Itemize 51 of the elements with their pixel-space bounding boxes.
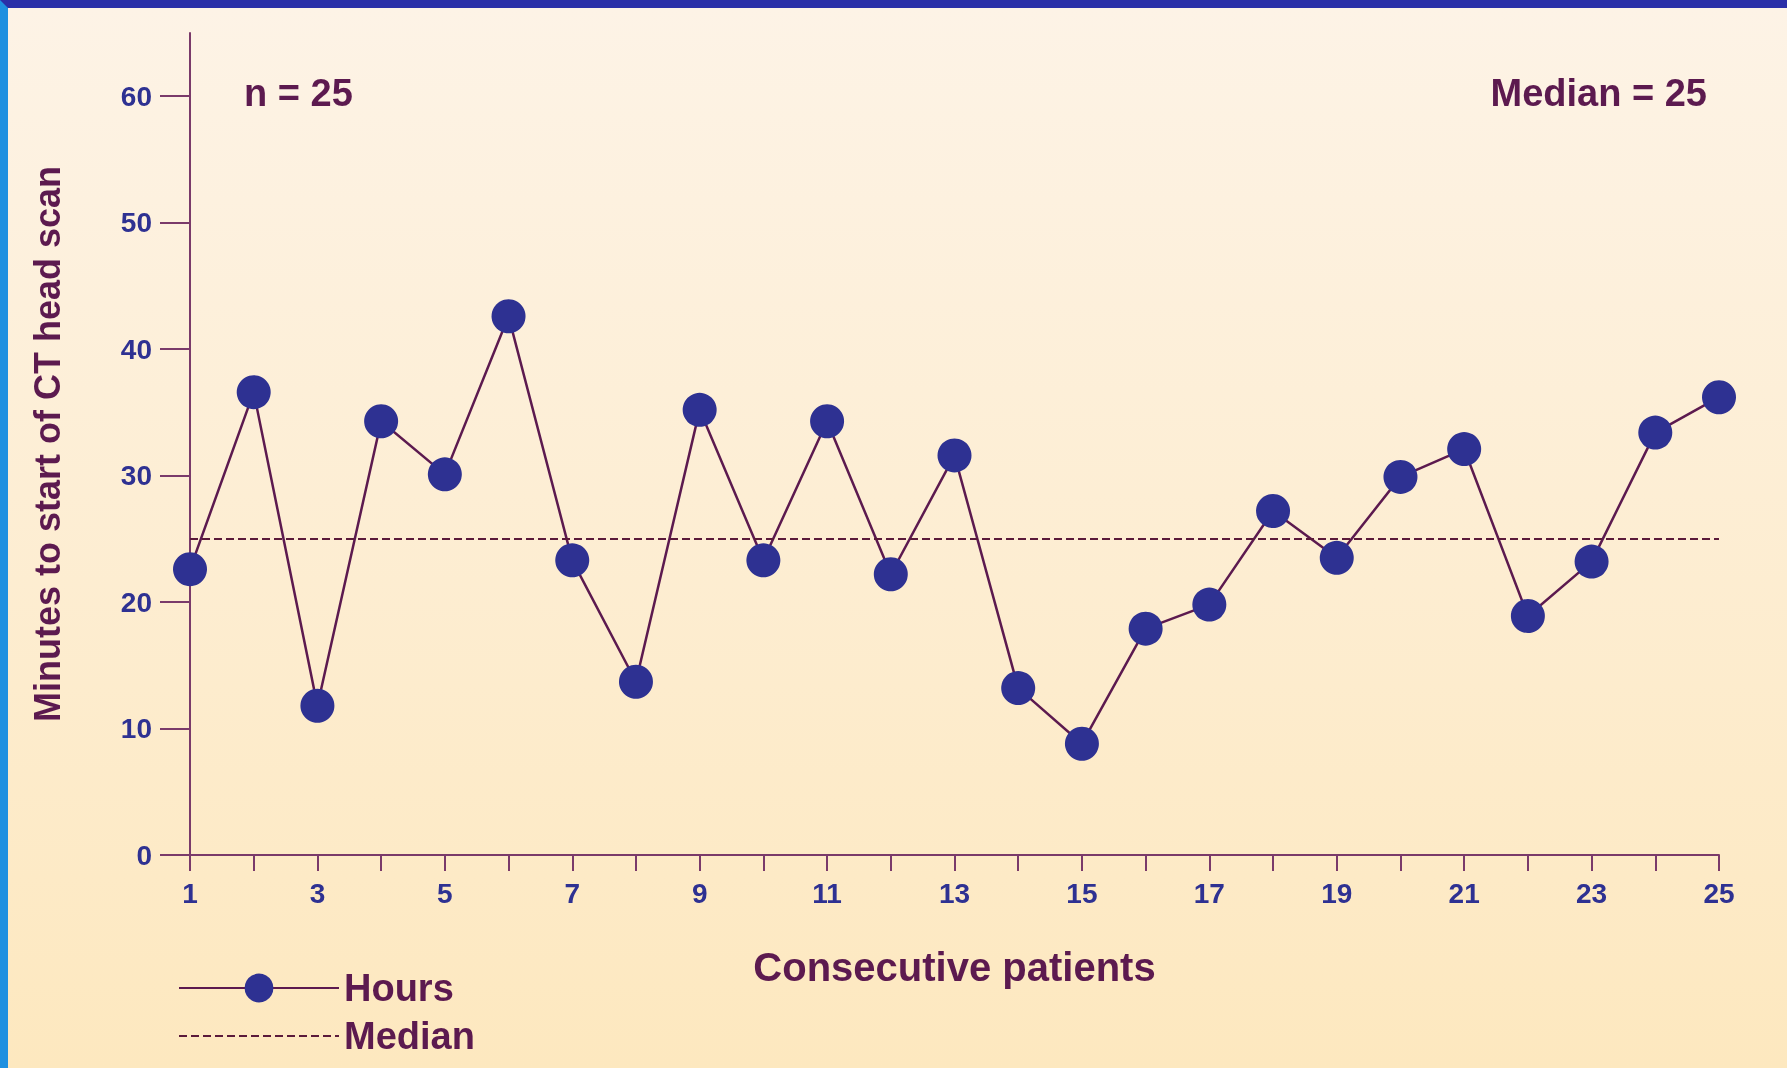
point (618, 664, 653, 699)
y-tick-label: 10 (120, 713, 152, 745)
point (873, 557, 908, 592)
point (1128, 611, 1163, 646)
legend-label: Hours (344, 967, 454, 1009)
point (364, 404, 399, 439)
point (173, 552, 207, 587)
point (1447, 432, 1482, 467)
x-tick-label: 23 (1576, 877, 1608, 909)
y-tick-label: 40 (120, 333, 152, 365)
point (682, 392, 717, 427)
point (427, 457, 462, 492)
x-tick-label: 3 (309, 877, 326, 909)
point (1702, 380, 1736, 415)
x-tick-label: 25 (1703, 877, 1735, 909)
point (300, 688, 335, 723)
point (1064, 726, 1099, 761)
x-tick-label: 7 (564, 877, 581, 909)
x-tick-label: 5 (437, 877, 453, 909)
point (1192, 587, 1227, 622)
point (1638, 415, 1673, 450)
point (937, 438, 972, 473)
annotation: n = 25 (244, 72, 353, 114)
x-tick-label: 21 (1448, 877, 1480, 909)
x-tick-label: 9 (691, 877, 708, 909)
y-tick-label: 0 (136, 839, 152, 871)
x-tick-label: 17 (1193, 877, 1225, 909)
point (555, 543, 590, 578)
point (1510, 599, 1545, 633)
point (491, 299, 526, 334)
x-tick-label: 15 (1066, 877, 1098, 909)
legend-label: Median (344, 1015, 475, 1057)
x-tick-label: 11 (812, 877, 842, 909)
y-axis-title: Minutes to start of CT head scan (26, 165, 68, 723)
y-tick-label: 50 (120, 207, 152, 239)
point (1574, 544, 1609, 579)
point (746, 543, 781, 578)
y-tick-label: 60 (120, 80, 152, 112)
point (1383, 459, 1418, 494)
point (1319, 540, 1354, 575)
x-tick-label: 13 (938, 877, 971, 909)
x-tick-label: 1 (182, 877, 198, 909)
point (1256, 494, 1291, 529)
y-tick-label: 20 (120, 586, 152, 618)
point (810, 404, 845, 439)
x-tick-label: 19 (1321, 877, 1353, 909)
x-axis-title: Consecutive patients (753, 945, 1156, 989)
point (1001, 671, 1036, 706)
annotation: Median = 25 (1490, 72, 1708, 114)
point (236, 375, 271, 410)
y-tick-label: 30 (120, 460, 152, 492)
